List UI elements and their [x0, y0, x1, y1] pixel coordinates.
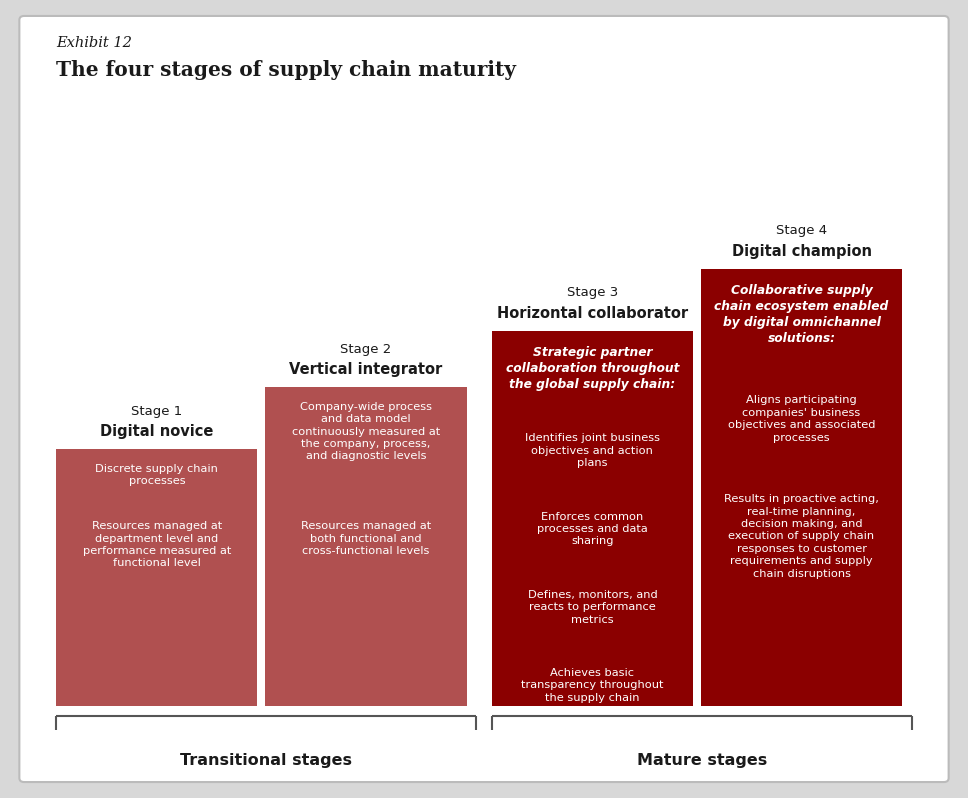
Text: Company-wide process
and data model
continuously measured at
the company, proces: Company-wide process and data model cont…	[291, 401, 440, 461]
Bar	[701, 269, 902, 706]
Text: Stage 4: Stage 4	[776, 224, 827, 238]
Text: Achieves basic
transparency throughout
the supply chain: Achieves basic transparency throughout t…	[521, 668, 664, 703]
Bar	[492, 331, 693, 706]
Text: Resources managed at
department level and
performance measured at
functional lev: Resources managed at department level an…	[82, 521, 231, 568]
Text: Stage 2: Stage 2	[341, 342, 391, 356]
Text: Stage 3: Stage 3	[567, 286, 618, 299]
Bar	[56, 449, 257, 706]
Text: Discrete supply chain
processes: Discrete supply chain processes	[96, 464, 218, 486]
Bar	[265, 387, 467, 706]
Text: Identifies joint business
objectives and action
plans: Identifies joint business objectives and…	[525, 433, 660, 468]
Text: Stage 1: Stage 1	[132, 405, 182, 417]
Text: Digital champion: Digital champion	[732, 244, 871, 259]
Text: Defines, monitors, and
reacts to performance
metrics: Defines, monitors, and reacts to perform…	[528, 590, 657, 625]
Text: The four stages of supply chain maturity: The four stages of supply chain maturity	[56, 60, 516, 80]
Text: Digital novice: Digital novice	[100, 425, 214, 439]
Text: Transitional stages: Transitional stages	[180, 753, 352, 768]
FancyBboxPatch shape	[19, 16, 949, 782]
Text: Enforces common
processes and data
sharing: Enforces common processes and data shari…	[537, 512, 648, 547]
Text: Resources managed at
both functional and
cross-functional levels: Resources managed at both functional and…	[301, 521, 431, 556]
Text: Exhibit 12: Exhibit 12	[56, 36, 132, 50]
Text: Strategic partner
collaboration throughout
the global supply chain:: Strategic partner collaboration througho…	[505, 346, 680, 390]
Text: Results in proactive acting,
real-time planning,
decision making, and
execution : Results in proactive acting, real-time p…	[724, 494, 879, 579]
Text: Horizontal collaborator: Horizontal collaborator	[497, 306, 688, 321]
Text: Collaborative supply
chain ecosystem enabled
by digital omnichannel
solutions:: Collaborative supply chain ecosystem ena…	[714, 283, 889, 345]
Text: Mature stages: Mature stages	[637, 753, 767, 768]
Text: Vertical integrator: Vertical integrator	[289, 362, 442, 377]
Text: Aligns participating
companies' business
objectives and associated
processes: Aligns participating companies' business…	[728, 395, 875, 443]
